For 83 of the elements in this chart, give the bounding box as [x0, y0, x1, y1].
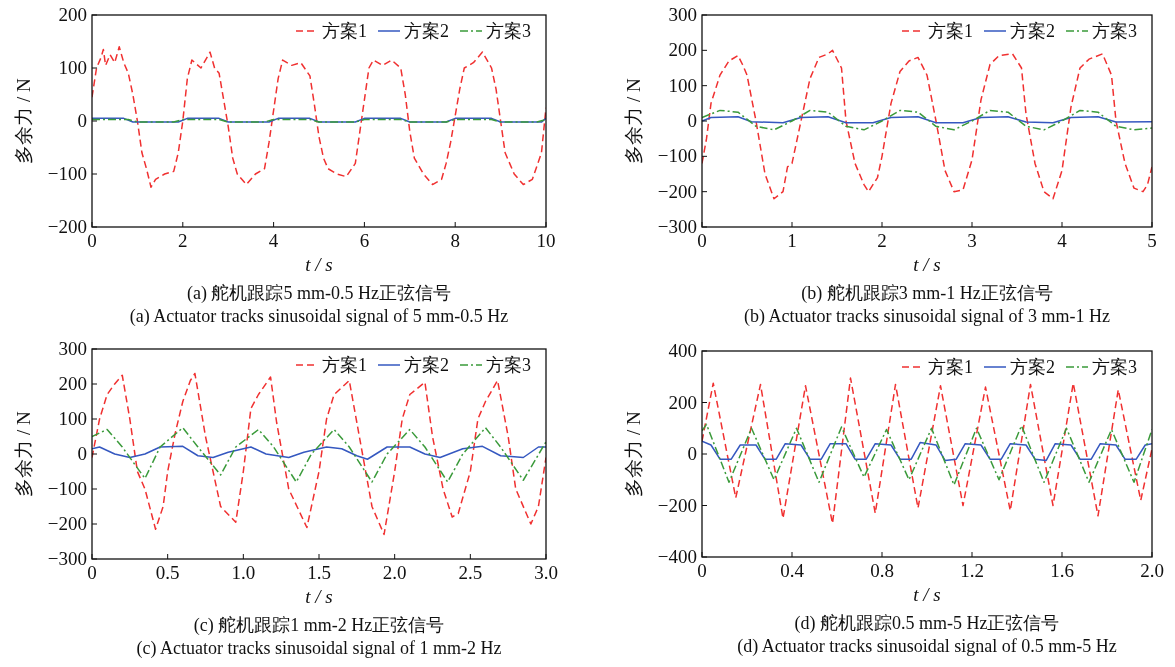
legend-label: 方案1 — [322, 355, 367, 375]
legend-label: 方案2 — [1010, 21, 1055, 41]
text: (b) Actuator tracks sinusoidal signal of 3 mm-1 Hz — [744, 306, 1110, 327]
y-tick-label: 100 — [58, 57, 87, 78]
x-axis-title: t / s — [305, 254, 333, 275]
x-tick-label: 2.0 — [1140, 560, 1164, 581]
y-tick-label: −100 — [47, 478, 87, 499]
y-tick-label: −200 — [657, 494, 697, 516]
text: (c) Actuator tracks sinusoidal signal of 1 mm-2 Hz — [136, 638, 502, 659]
y-tick-label: −200 — [47, 216, 87, 237]
x-axis-title: t / s — [913, 254, 941, 275]
y-tick-label: 200 — [58, 373, 87, 394]
text: (d) Actuator tracks sinusoidal signal of 0.5 mm-5 Hz — [737, 636, 1117, 657]
y-tick-label: 0 — [687, 443, 697, 464]
x-tick-label: 1.6 — [1050, 560, 1074, 581]
line-series — [702, 49, 1152, 200]
y-tick-label: −200 — [657, 180, 697, 202]
legend-label: 方案3 — [1092, 357, 1137, 377]
x-axis-title: t / s — [305, 586, 333, 607]
x-tick-label: 4 — [268, 230, 279, 251]
line-series — [702, 116, 1152, 124]
legend-label: 方案3 — [486, 21, 531, 41]
x-tick-label: 3 — [967, 230, 977, 251]
legend-label: 方案3 — [486, 355, 531, 375]
x-tick-label: 0.8 — [870, 560, 894, 581]
y-axis-title: 多余力 / N — [13, 77, 34, 164]
y-tick-label: −300 — [47, 548, 87, 569]
line-series — [92, 445, 546, 460]
y-tick-label: −400 — [657, 546, 697, 567]
x-tick-label: 1.5 — [307, 562, 331, 583]
text: (a) Actuator tracks sinusoidal signal of 5 mm-0.5 Hz — [129, 306, 509, 327]
legend-label: 方案2 — [404, 21, 449, 41]
x-tick-label: 6 — [359, 230, 370, 251]
y-tick-label: 200 — [668, 391, 697, 413]
y-tick-label: −100 — [657, 145, 697, 167]
y-axis-title: 多余力 / N — [623, 410, 644, 497]
x-tick-label: 0.5 — [155, 562, 180, 583]
legend-label: 方案1 — [928, 21, 973, 41]
x-tick-label: 2.0 — [382, 562, 407, 583]
x-tick-label: 1.2 — [960, 560, 984, 581]
y-tick-label: −300 — [657, 216, 697, 237]
y-tick-label: 0 — [77, 110, 87, 131]
text: (b) 舵机跟踪3 mm-1 Hz正弦信号 — [801, 283, 1053, 304]
y-axis-title: 多余力 / N — [13, 410, 34, 497]
line-series — [92, 372, 546, 536]
x-tick-label: 2.5 — [458, 562, 483, 583]
y-tick-label: −100 — [47, 163, 87, 184]
legend-label: 方案2 — [404, 355, 449, 375]
y-tick-label: 400 — [668, 340, 697, 361]
y-tick-label: 300 — [668, 4, 697, 25]
y-tick-label: 0 — [687, 110, 697, 131]
y-tick-label: 200 — [668, 39, 697, 61]
line-series — [702, 423, 1152, 486]
y-tick-label: 0 — [77, 443, 87, 464]
text: (a) 舵机跟踪5 mm-0.5 Hz正弦信号 — [187, 283, 451, 304]
legend-label: 方案1 — [928, 357, 973, 377]
x-tick-label: 0.4 — [780, 560, 805, 581]
x-tick-label: 10 — [536, 230, 556, 251]
x-axis-title: t / s — [913, 584, 941, 605]
y-axis-title: 多余力 / N — [623, 77, 644, 164]
line-series — [702, 440, 1152, 462]
legend-label: 方案1 — [322, 21, 367, 41]
y-tick-label: 200 — [58, 4, 87, 25]
line-series — [92, 427, 546, 483]
x-tick-label: 2 — [877, 230, 887, 251]
y-tick-label: 100 — [58, 408, 87, 429]
text: (d) 舵机跟踪0.5 mm-5 Hz正弦信号 — [794, 613, 1060, 634]
line-series — [702, 377, 1152, 525]
line-series — [92, 46, 546, 188]
x-tick-label: 1 — [787, 230, 797, 251]
text: (c) 舵机跟踪1 mm-2 Hz正弦信号 — [193, 615, 445, 636]
x-tick-label: 8 — [450, 230, 460, 251]
x-tick-label: 1.0 — [231, 562, 256, 583]
x-tick-label: 3.0 — [534, 562, 558, 583]
y-tick-label: 300 — [58, 338, 87, 359]
x-tick-label: 5 — [1147, 230, 1157, 251]
y-tick-label: −200 — [47, 513, 87, 534]
x-tick-label: 4 — [1057, 230, 1068, 251]
legend-label: 方案3 — [1092, 21, 1137, 41]
line-series — [702, 109, 1152, 131]
legend-label: 方案2 — [1010, 357, 1055, 377]
y-tick-label: 100 — [668, 74, 697, 96]
x-tick-label: 2 — [178, 230, 188, 251]
